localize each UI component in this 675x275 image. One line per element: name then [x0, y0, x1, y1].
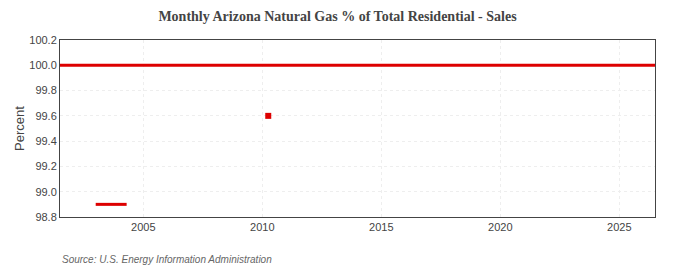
svg-text:100.0: 100.0 [29, 59, 57, 71]
svg-text:99.8: 99.8 [35, 84, 56, 96]
svg-text:99.4: 99.4 [35, 135, 56, 147]
svg-text:100.2: 100.2 [29, 34, 57, 46]
svg-text:Percent: Percent [12, 106, 27, 151]
svg-text:Source: U.S. Energy Informatio: Source: U.S. Energy Information Administ… [62, 254, 272, 265]
svg-text:2005: 2005 [131, 221, 155, 233]
svg-text:2025: 2025 [607, 221, 631, 233]
svg-text:2010: 2010 [250, 221, 274, 233]
svg-text:2015: 2015 [369, 221, 393, 233]
svg-text:Monthly Arizona Natural Gas %: Monthly Arizona Natural Gas % of Total R… [158, 9, 517, 24]
svg-text:99.2: 99.2 [35, 160, 56, 172]
svg-text:2020: 2020 [488, 221, 512, 233]
svg-text:99.0: 99.0 [35, 186, 56, 198]
svg-text:99.6: 99.6 [35, 110, 56, 122]
svg-text:98.8: 98.8 [35, 211, 56, 223]
